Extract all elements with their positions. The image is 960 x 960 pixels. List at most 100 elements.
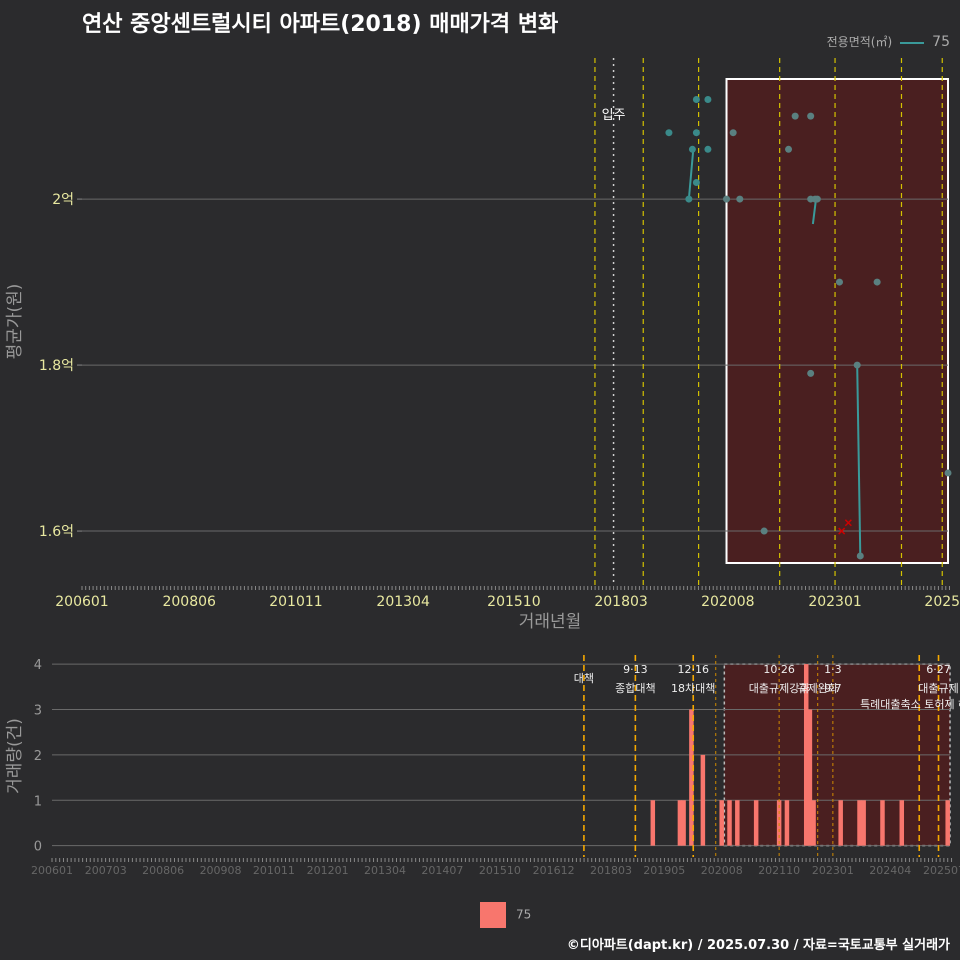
x-tick-label: 200703 [85, 864, 127, 877]
x-tick-label: 201803 [590, 864, 632, 877]
policy-date-label: 8·2 [575, 0, 593, 3]
policy-name-label: 종합대책 [615, 682, 655, 695]
price-line-segment [811, 198, 817, 225]
price-point [873, 278, 881, 286]
x-tick-label: 201905 [643, 864, 685, 877]
x-tick-label: 2025 [924, 594, 960, 610]
price-point [692, 95, 700, 103]
policy-name-label: 대출규제강화 [749, 682, 810, 695]
price-point [736, 195, 744, 203]
legend-bar-swatch [480, 902, 506, 928]
top-legend: 전용면적(㎡) 75 [827, 33, 950, 50]
y-tick-label: 1 [34, 794, 42, 809]
volume-bar [727, 800, 732, 846]
price-point [853, 361, 861, 369]
price-point [729, 129, 737, 137]
volume-bar [803, 664, 809, 846]
price-point [723, 195, 731, 203]
volume-bar [719, 800, 724, 846]
x-tick-label: 200908 [200, 864, 242, 877]
legend-title: 전용면적(㎡) [826, 35, 893, 49]
x-tick-label: 200601 [55, 594, 108, 610]
volume-bar [880, 800, 885, 846]
y-tick-label: 1.6억 [39, 524, 74, 540]
y-axis-title: 평균가(원) [5, 284, 25, 360]
legend-line-swatch [900, 41, 925, 44]
x-tick-label: 202404 [869, 864, 911, 877]
legend-series-label: 75 [932, 34, 950, 50]
price-point [704, 145, 712, 153]
price-chart: 1.6억 1.8억 2억 입주 200601 200806 201011 201304 2015… [5, 58, 960, 632]
volume-bar [776, 800, 782, 846]
volume-bar [753, 800, 759, 846]
x-tick-label: 201510 [487, 594, 540, 610]
x-tick-label: 201304 [364, 864, 406, 877]
y-tick-label: 0 [34, 840, 42, 855]
price-point [856, 552, 864, 560]
price-point [807, 369, 815, 377]
price-point [791, 112, 799, 120]
volume-bar [861, 800, 866, 846]
policy-date-label: 12·16 [677, 663, 709, 676]
x-tick-label: 201201 [307, 864, 349, 877]
x-tick-label: 200806 [162, 594, 216, 610]
x-tick-label: 202507 [923, 864, 960, 877]
price-point [685, 195, 693, 203]
price-point [813, 195, 821, 203]
volume-bar [811, 800, 816, 846]
x-tick-label: 202301 [812, 864, 854, 877]
x-tick-label: 202008 [701, 864, 743, 877]
policy-name-label: 18차대책 [671, 682, 715, 695]
price-point [688, 145, 696, 153]
price-point [785, 145, 793, 153]
x-tick-label: 202110 [758, 864, 800, 877]
x-axis-title: 거래년월 [519, 612, 582, 632]
volume-bar [681, 800, 686, 846]
x-tick-label: 200806 [142, 864, 184, 877]
policy-name-label: 대책 [574, 672, 594, 685]
policy-date-label: 1·3 [824, 663, 842, 676]
bottom-legend: 75 [480, 902, 531, 928]
y-tick-label: 1.8억 [39, 358, 74, 374]
price-point [692, 178, 700, 186]
highlight-region [725, 78, 949, 564]
volume-chart: 0 1 2 3 4 8·2 대책 9·13 종합대책 12·16 18차대책 10·26 대출규제강화규… [5, 0, 960, 877]
y-tick-label: 3 [34, 703, 42, 718]
cancelled-mark [838, 527, 846, 535]
price-line-segment [687, 149, 695, 200]
volume-bar [899, 800, 905, 846]
x-tick-label: 201803 [594, 594, 647, 610]
price-point [692, 129, 700, 137]
y-tick-label: 2 [34, 749, 42, 764]
y-tick-label: 2억 [52, 192, 74, 208]
price-point [807, 112, 815, 120]
price-line-segment [856, 365, 862, 556]
policy-date-label: 6·27 [926, 663, 951, 676]
x-tick-label: 201011 [269, 594, 322, 610]
x-tick-label: 201011 [253, 864, 295, 877]
policy-date-label: 9·13 [623, 663, 648, 676]
volume-bar [857, 800, 862, 846]
x-tick-label: 201612 [533, 864, 575, 877]
legend-bar-label: 75 [516, 907, 532, 922]
volume-bar [689, 709, 694, 846]
volume-bar [677, 800, 683, 846]
policy-name-label: 특례대출축소 토허제 해제 [860, 697, 960, 711]
price-point [760, 527, 768, 535]
price-point [665, 129, 673, 137]
price-point [944, 469, 952, 477]
volume-bar [700, 754, 706, 846]
cancelled-mark [844, 519, 852, 527]
volume-bar [735, 800, 740, 846]
y-tick-label: 4 [34, 658, 42, 673]
y-axis-title: 거래량(건) [5, 718, 25, 794]
price-point [835, 278, 843, 286]
x-tick-label: 201510 [479, 864, 521, 877]
x-tick-label: 202301 [808, 594, 861, 610]
policy-date-label: 10·26 [763, 663, 795, 676]
volume-bar [784, 800, 790, 846]
volume-bar [650, 800, 656, 846]
x-tick-label: 202008 [701, 594, 754, 610]
source-footer: ©디아파트(dapt.kr) / 2025.07.30 / 자료=국토교통부 실… [566, 938, 950, 953]
policy-name-label: 9·7 [824, 682, 842, 695]
